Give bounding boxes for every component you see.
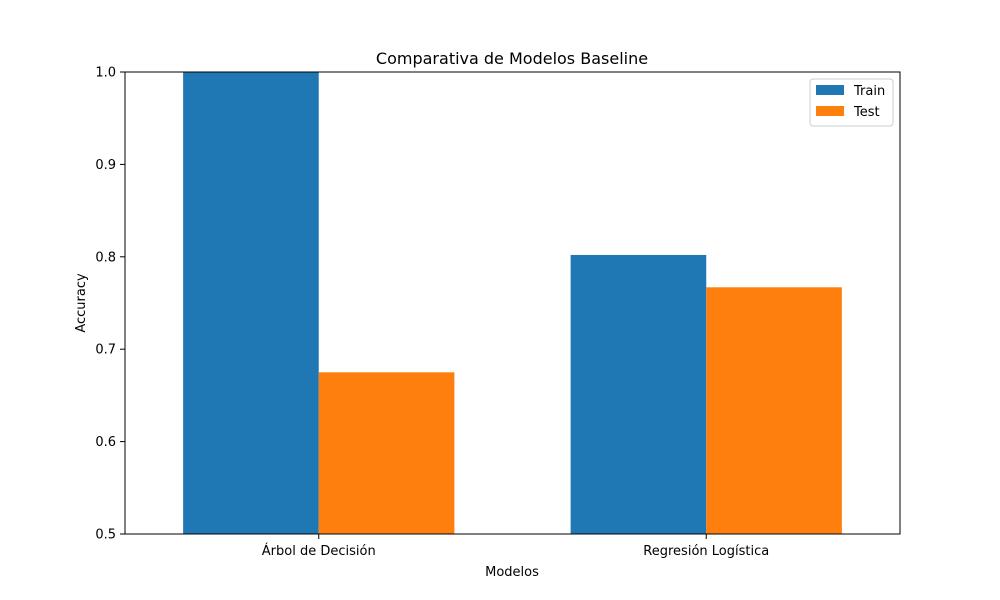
x-axis-title: Modelos xyxy=(485,565,539,580)
chart-title: Comparativa de Modelos Baseline xyxy=(376,49,648,68)
bars-layer xyxy=(183,72,842,534)
y-tick-label: 1.0 xyxy=(95,66,116,81)
bar-train-0 xyxy=(183,72,319,534)
y-tick-label: 0.6 xyxy=(95,435,116,450)
bar-train-1 xyxy=(570,254,707,534)
y-axis-ticks: 0.5 0.6 0.7 0.8 0.9 1.0 xyxy=(95,66,125,543)
bar-test-0 xyxy=(318,372,455,534)
x-tick-label: Regresión Logística xyxy=(643,544,769,559)
x-axis-ticks: Árbol de Decisión Regresión Logística xyxy=(262,534,769,559)
y-tick-label: 0.9 xyxy=(95,158,116,173)
x-tick-label: Árbol de Decisión xyxy=(262,543,376,559)
legend-swatch-test xyxy=(816,106,844,116)
plot-frame xyxy=(124,71,901,535)
bar-test-1 xyxy=(706,287,842,534)
legend: Train Test xyxy=(809,78,894,127)
y-tick-label: 0.5 xyxy=(95,528,116,543)
y-tick-label: 0.8 xyxy=(95,250,116,265)
y-tick-label: 0.7 xyxy=(95,343,116,358)
legend-swatch-train xyxy=(816,85,844,95)
legend-label-test: Test xyxy=(853,105,880,120)
legend-label-train: Train xyxy=(853,84,885,99)
y-axis-title: Accuracy xyxy=(74,273,89,333)
